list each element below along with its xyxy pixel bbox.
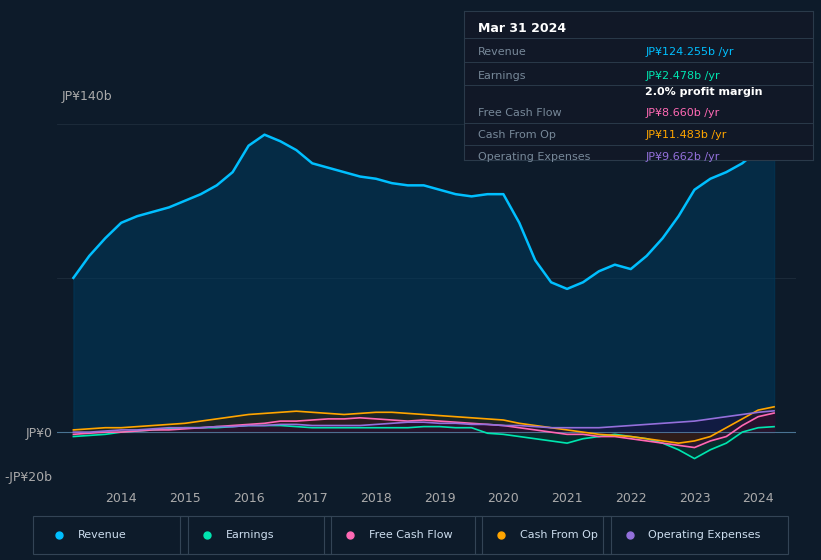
Text: Revenue: Revenue: [478, 47, 526, 57]
Text: 2.0% profit margin: 2.0% profit margin: [645, 87, 763, 97]
Text: JP¥140b: JP¥140b: [62, 90, 112, 103]
Text: JP¥124.255b /yr: JP¥124.255b /yr: [645, 47, 734, 57]
Text: Earnings: Earnings: [226, 530, 274, 540]
Text: Operating Expenses: Operating Expenses: [478, 152, 590, 162]
Text: Operating Expenses: Operating Expenses: [649, 530, 761, 540]
Text: Earnings: Earnings: [478, 71, 526, 81]
Text: Revenue: Revenue: [78, 530, 127, 540]
Text: Cash From Op: Cash From Op: [478, 130, 556, 140]
Text: Cash From Op: Cash From Op: [520, 530, 598, 540]
Text: JP¥2.478b /yr: JP¥2.478b /yr: [645, 71, 720, 81]
Text: Free Cash Flow: Free Cash Flow: [478, 108, 562, 118]
Text: JP¥9.662b /yr: JP¥9.662b /yr: [645, 152, 720, 162]
Text: Free Cash Flow: Free Cash Flow: [369, 530, 452, 540]
Text: JP¥8.660b /yr: JP¥8.660b /yr: [645, 108, 719, 118]
Text: JP¥11.483b /yr: JP¥11.483b /yr: [645, 130, 727, 140]
Text: Mar 31 2024: Mar 31 2024: [478, 22, 566, 35]
